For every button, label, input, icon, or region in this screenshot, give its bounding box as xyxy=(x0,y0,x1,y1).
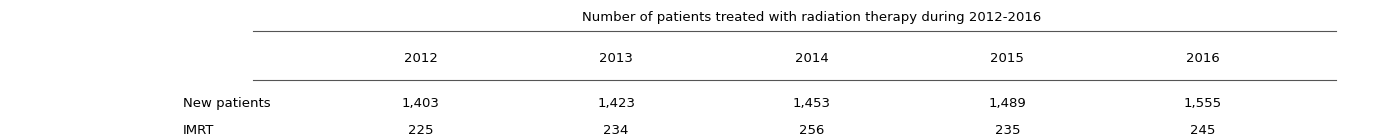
Text: 1,453: 1,453 xyxy=(792,97,830,110)
Text: 1,555: 1,555 xyxy=(1184,97,1222,110)
Text: 1,423: 1,423 xyxy=(598,97,636,110)
Text: 234: 234 xyxy=(603,124,629,137)
Text: 235: 235 xyxy=(994,124,1021,137)
Text: 2013: 2013 xyxy=(599,52,633,65)
Text: New patients: New patients xyxy=(183,97,270,110)
Text: 245: 245 xyxy=(1190,124,1215,137)
Text: 256: 256 xyxy=(799,124,825,137)
Text: 1,403: 1,403 xyxy=(402,97,440,110)
Text: 1,489: 1,489 xyxy=(988,97,1026,110)
Text: 2012: 2012 xyxy=(403,52,437,65)
Text: 2014: 2014 xyxy=(795,52,829,65)
Text: 2016: 2016 xyxy=(1186,52,1219,65)
Text: Number of patients treated with radiation therapy during 2012-2016: Number of patients treated with radiatio… xyxy=(582,11,1042,24)
Text: 2015: 2015 xyxy=(990,52,1025,65)
Text: 225: 225 xyxy=(407,124,434,137)
Text: IMRT: IMRT xyxy=(183,124,214,137)
